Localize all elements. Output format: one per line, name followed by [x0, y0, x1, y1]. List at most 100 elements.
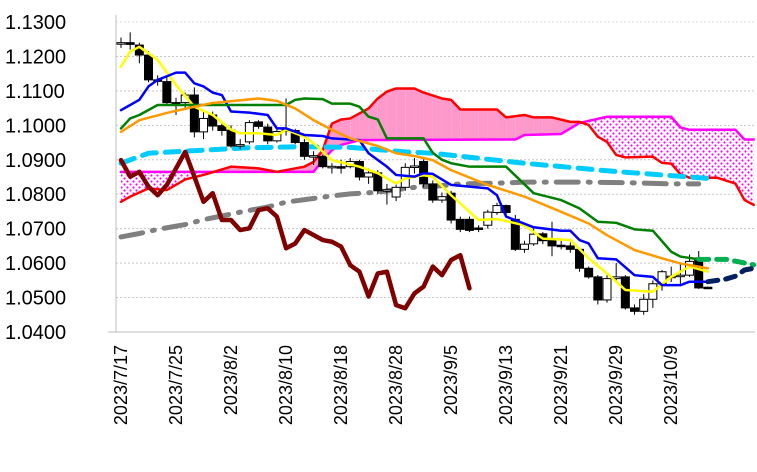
- candle-bearish: [189, 94, 199, 133]
- candle-bearish: [620, 276, 630, 309]
- candle-bearish: [125, 42, 135, 45]
- cyan-line: [118, 144, 711, 181]
- x-tick-label: 2023/8/2: [221, 345, 241, 415]
- cloud-bullish-segment: [414, 88, 424, 140]
- cloud-bearish-segment: [607, 116, 617, 155]
- candle-bullish: [602, 278, 612, 301]
- candle-bullish: [235, 144, 245, 147]
- candle-bearish: [217, 125, 227, 132]
- candle-bearish: [354, 161, 364, 178]
- candle-bullish: [437, 196, 447, 201]
- y-tick-label: 1.0500: [5, 288, 66, 310]
- candle-bullish: [327, 165, 337, 169]
- x-tick-label: 2023/8/28: [386, 345, 406, 425]
- candle-bearish: [593, 276, 603, 301]
- green-line: [119, 97, 700, 261]
- candle-bearish: [474, 227, 484, 230]
- cloud-bearish-segment: [698, 129, 708, 178]
- cloud-bearish-segment: [643, 116, 653, 157]
- x-tick-label: 2023/9/5: [441, 345, 461, 415]
- candle-bearish: [318, 155, 328, 168]
- candle-bearish: [565, 245, 575, 250]
- cloud-bearish-segment: [625, 116, 635, 158]
- candle-bullish: [382, 189, 392, 192]
- candle-bullish: [309, 155, 319, 158]
- candle-bullish: [116, 42, 126, 45]
- cloud-bullish-segment: [359, 108, 369, 141]
- x-tick-label: 2023/7/25: [166, 345, 186, 425]
- candle-bullish: [391, 186, 401, 198]
- indicator-lines-front: [119, 45, 757, 293]
- candle-bearish: [455, 218, 465, 230]
- x-tick-label: 2023/8/10: [276, 345, 296, 425]
- cloud-bearish-segment: [735, 129, 745, 201]
- cloud-bearish-segment: [634, 116, 644, 158]
- cloud-bullish-segment: [561, 119, 571, 134]
- cloud-bullish-segment: [460, 109, 470, 140]
- cloud-bearish-segment: [148, 171, 158, 190]
- cloud-bearish-segment: [726, 129, 736, 184]
- cloud-bearish-segment: [671, 116, 681, 175]
- cloud-bullish-segment: [469, 109, 479, 140]
- cloud-bearish-segment: [652, 116, 663, 163]
- candle-bullish: [529, 233, 539, 245]
- x-tick-label: 2023/8/18: [331, 345, 351, 425]
- x-tick-label: 2023/9/13: [496, 345, 516, 425]
- candle-bearish: [556, 244, 566, 248]
- y-tick-label: 1.0600: [5, 253, 66, 275]
- candle-bearish: [703, 286, 713, 290]
- indicator-lines: [118, 144, 711, 311]
- candle-bearish: [162, 81, 172, 104]
- candle-bearish: [428, 183, 438, 201]
- x-tick-label: 2023/9/21: [551, 345, 571, 425]
- senkou-span-a-line: [119, 87, 755, 207]
- x-tick-label: 2023/7/17: [111, 345, 131, 425]
- cloud-bullish-segment: [506, 116, 516, 140]
- candle-bullish: [364, 172, 374, 178]
- cloud-bullish-segment: [551, 117, 562, 135]
- blue-line: [119, 71, 710, 287]
- candle-bearish: [226, 129, 236, 147]
- candle-bearish: [584, 267, 594, 278]
- y-tick-label: 1.1200: [5, 46, 66, 68]
- cloud-bearish-segment: [616, 116, 626, 158]
- candle-bullish: [519, 243, 529, 250]
- candle-bullish: [409, 165, 419, 168]
- candle-bearish: [694, 257, 704, 289]
- cloud-bullish-segment: [487, 109, 497, 140]
- candle-bearish: [446, 192, 456, 221]
- candle-bullish: [492, 205, 502, 213]
- candle-bearish: [144, 54, 154, 81]
- navy-forecast-line: [705, 265, 757, 285]
- cloud-bearish-segment: [707, 129, 718, 178]
- x-tick-label: 2023/10/9: [661, 345, 681, 425]
- gray-line: [118, 179, 702, 240]
- cloud-bearish-segment: [680, 127, 690, 178]
- orange-line: [119, 97, 710, 270]
- candle-bearish: [299, 142, 309, 157]
- cloud-bullish-segment: [533, 117, 543, 135]
- cloud-bullish-segment: [441, 98, 452, 140]
- y-tick-label: 1.1100: [5, 81, 65, 103]
- cloud-bullish-segment: [478, 109, 488, 140]
- y-axis-ticks: 1.1300 1.1200 1.1100 1.1000 1.0900 1.0800 1.07…: [5, 12, 66, 344]
- senkou-span-b-line: [119, 115, 755, 174]
- candle-bearish: [630, 307, 640, 312]
- x-axis-ticks: 2023/7/17 2023/7/25 2023/8/2 2023/8/10 2023/…: [111, 345, 681, 425]
- green-forecast-line: [696, 256, 757, 268]
- cloud-bullish-segment: [341, 118, 351, 145]
- cloud-bullish-segment: [405, 88, 415, 140]
- cloud-bullish-segment: [377, 91, 387, 141]
- cloud-bullish-segment: [423, 92, 433, 140]
- cloud-bearish-segment: [130, 171, 140, 197]
- candle-bearish: [464, 218, 474, 231]
- cloud-bullish-segment: [515, 115, 525, 140]
- cloud-bearish-segment: [662, 116, 672, 164]
- cloud-bearish-segment: [121, 171, 131, 202]
- cloud-bullish-segment: [350, 113, 360, 143]
- cloud-bullish-segment: [432, 95, 442, 140]
- cloud-bearish-segment: [744, 139, 754, 205]
- cloud-bullish-segment: [451, 99, 461, 140]
- candle-bearish: [336, 166, 346, 169]
